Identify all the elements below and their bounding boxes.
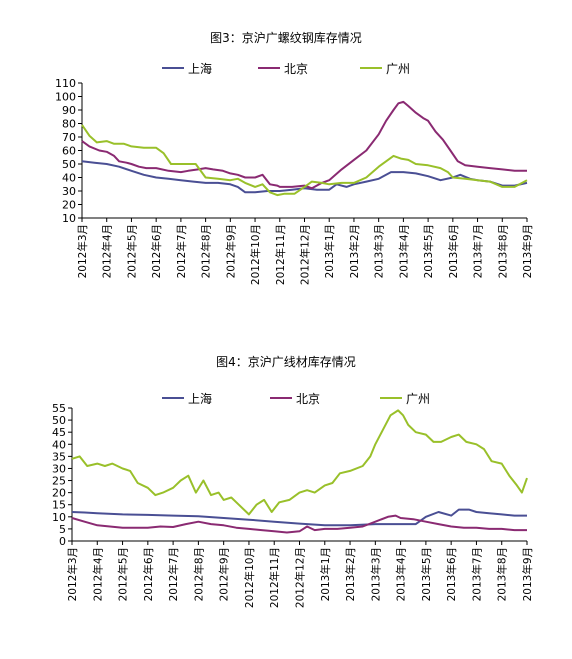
x-tick-label-1: 2012年4月 bbox=[91, 547, 104, 601]
legend-label-2: 广州 bbox=[406, 392, 430, 406]
y-tick-label-5: 25 bbox=[52, 475, 66, 488]
x-tick-label-11: 2013年2月 bbox=[348, 224, 361, 278]
x-tick-label-9: 2012年12月 bbox=[294, 547, 307, 608]
chart-title: 图3：京沪广螺纹钢库存情况 bbox=[210, 30, 362, 45]
x-tick-label-10: 2013年1月 bbox=[323, 224, 336, 278]
x-tick-label-2: 2012年5月 bbox=[125, 224, 138, 278]
x-tick-label-14: 2013年5月 bbox=[420, 547, 433, 601]
series-line-0 bbox=[81, 160, 528, 194]
x-tick-label-18: 2013年9月 bbox=[521, 224, 534, 278]
x-tick-label-8: 2012年11月 bbox=[274, 224, 287, 285]
y-tick-label-0: 10 bbox=[62, 212, 76, 225]
x-tick-label-15: 2013年6月 bbox=[445, 547, 458, 601]
x-tick-label-16: 2013年7月 bbox=[472, 224, 485, 278]
x-tick-label-17: 2013年8月 bbox=[496, 547, 509, 601]
y-tick-label-1: 5 bbox=[59, 523, 66, 536]
series-line-2 bbox=[71, 409, 528, 516]
x-tick-label-12: 2013年3月 bbox=[373, 224, 386, 278]
y-tick-label-0: 0 bbox=[59, 535, 66, 548]
legend-label-0: 上海 bbox=[188, 61, 212, 76]
x-tick-label-10: 2013年1月 bbox=[319, 547, 332, 601]
x-tick-label-2: 2012年5月 bbox=[117, 547, 130, 601]
y-tick-label-2: 10 bbox=[52, 511, 66, 524]
y-tick-label-3: 15 bbox=[52, 499, 66, 512]
x-tick-label-11: 2013年2月 bbox=[344, 547, 357, 601]
y-tick-label-7: 80 bbox=[62, 118, 76, 131]
x-tick-label-13: 2013年4月 bbox=[395, 547, 408, 601]
x-tick-label-18: 2013年9月 bbox=[521, 547, 534, 601]
y-tick-label-4: 20 bbox=[52, 487, 66, 500]
series-line-0 bbox=[71, 508, 527, 527]
chart-title: 图4：京沪广线材库存情况 bbox=[216, 354, 356, 369]
x-tick-label-3: 2012年6月 bbox=[142, 547, 155, 601]
y-tick-label-11: 55 bbox=[52, 402, 66, 415]
x-tick-label-12: 2013年3月 bbox=[369, 547, 382, 601]
y-tick-label-4: 50 bbox=[62, 158, 76, 171]
y-tick-label-6: 70 bbox=[62, 131, 76, 144]
x-tick-label-9: 2012年12月 bbox=[299, 224, 312, 285]
y-tick-label-8: 90 bbox=[62, 104, 76, 117]
y-tick-label-5: 60 bbox=[62, 145, 76, 158]
legend-label-1: 北京 bbox=[284, 62, 308, 76]
y-tick-label-9: 45 bbox=[52, 426, 66, 439]
x-tick-label-17: 2013年8月 bbox=[496, 224, 509, 278]
y-tick-label-3: 40 bbox=[62, 172, 76, 185]
x-tick-label-6: 2012年9月 bbox=[218, 547, 231, 601]
y-tick-label-7: 35 bbox=[52, 450, 66, 463]
y-tick-label-1: 20 bbox=[62, 199, 76, 212]
series-line-1 bbox=[81, 100, 527, 190]
x-tick-label-0: 2012年3月 bbox=[76, 224, 89, 278]
legend-label-0: 上海 bbox=[188, 391, 212, 406]
x-tick-label-8: 2012年11月 bbox=[268, 547, 281, 608]
x-tick-label-6: 2012年9月 bbox=[224, 224, 237, 278]
x-tick-label-7: 2012年10月 bbox=[249, 224, 262, 285]
x-tick-label-7: 2012年10月 bbox=[243, 547, 256, 608]
y-tick-label-10: 50 bbox=[52, 414, 66, 427]
x-tick-label-4: 2012年7月 bbox=[175, 224, 188, 278]
x-tick-label-1: 2012年4月 bbox=[101, 224, 114, 278]
x-tick-label-3: 2012年6月 bbox=[150, 224, 163, 278]
legend-label-1: 北京 bbox=[296, 392, 320, 406]
x-tick-label-15: 2013年6月 bbox=[447, 224, 460, 278]
y-tick-label-9: 100 bbox=[55, 91, 76, 104]
x-tick-label-14: 2013年5月 bbox=[422, 224, 435, 278]
x-tick-label-0: 2012年3月 bbox=[66, 547, 79, 601]
x-tick-label-5: 2012年8月 bbox=[192, 547, 205, 601]
y-tick-label-2: 30 bbox=[62, 185, 76, 198]
legend-label-2: 广州 bbox=[386, 62, 410, 76]
series-line-1 bbox=[71, 514, 527, 534]
y-tick-label-6: 30 bbox=[52, 462, 66, 475]
x-tick-label-5: 2012年8月 bbox=[200, 224, 213, 278]
series-line-2 bbox=[81, 124, 528, 197]
y-tick-label-8: 40 bbox=[52, 438, 66, 451]
x-tick-label-4: 2012年7月 bbox=[167, 547, 180, 601]
x-tick-label-16: 2013年7月 bbox=[470, 547, 483, 601]
x-tick-label-13: 2013年4月 bbox=[397, 224, 410, 278]
y-tick-label-10: 110 bbox=[55, 77, 76, 90]
